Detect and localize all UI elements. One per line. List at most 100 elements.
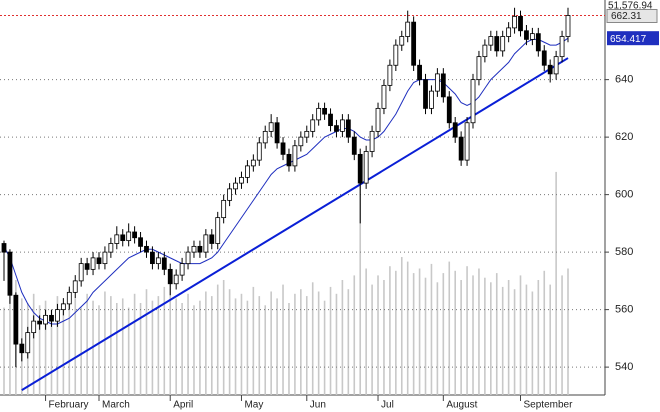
candle-body	[464, 122, 470, 161]
candle-body	[334, 125, 339, 132]
candle-body	[399, 36, 405, 46]
candle-body	[7, 251, 13, 296]
candle-body	[322, 107, 327, 115]
volume-bar	[199, 300, 201, 395]
candle-body	[541, 50, 547, 66]
volume-bar	[187, 293, 189, 395]
volume-bar	[98, 305, 100, 395]
volume-bar	[68, 289, 71, 395]
candle-body	[417, 64, 422, 81]
x-tick-label: Jun	[310, 400, 326, 411]
volume-bar	[531, 291, 534, 395]
volume-bar	[507, 280, 510, 395]
candle-body	[429, 90, 434, 109]
volume-label-box	[607, 0, 660, 11]
volume-bar	[3, 307, 5, 395]
candle-body	[387, 64, 393, 86]
volume-bar	[104, 291, 106, 395]
volume-bar	[228, 289, 231, 395]
volume-bar	[181, 303, 183, 395]
candle-body	[173, 274, 179, 285]
volume-bar	[62, 303, 65, 395]
candle-body	[191, 245, 197, 253]
candle-body	[215, 217, 221, 244]
trendline	[21, 57, 569, 391]
volume-bar	[252, 286, 255, 395]
candle-body	[256, 142, 262, 161]
candle-body	[221, 199, 227, 219]
volume-bar	[305, 296, 308, 395]
candle-body	[292, 145, 298, 167]
candle-body	[440, 73, 446, 98]
volume-bar	[50, 309, 53, 395]
candle-body	[268, 122, 274, 132]
volume-bar	[418, 268, 421, 395]
volume-bar	[377, 275, 379, 395]
volume-bar	[133, 293, 136, 395]
volume-bar	[347, 289, 350, 395]
candle-body	[476, 56, 482, 81]
candle-body	[345, 119, 351, 138]
candle-body	[167, 268, 173, 285]
volume-bar	[264, 305, 267, 395]
volume-bar	[311, 282, 314, 395]
volume-bar	[205, 291, 207, 395]
volume-bar	[442, 273, 445, 395]
volume-bar	[371, 284, 373, 395]
volume-bar	[157, 296, 160, 395]
volume-bar	[121, 298, 124, 395]
volume-bar	[300, 289, 302, 395]
candle-body	[138, 237, 143, 247]
volume-bar	[240, 293, 243, 395]
volume-bar	[406, 261, 409, 395]
volume-bar	[549, 284, 551, 395]
candle-body	[13, 294, 19, 345]
candle-body	[209, 234, 215, 244]
volume-bar	[80, 307, 82, 395]
volume-bar	[448, 261, 451, 395]
ma-value-label: 654.417	[610, 34, 647, 45]
candle-body	[66, 291, 72, 305]
volume-bar	[216, 284, 219, 395]
volume-bar	[163, 286, 166, 395]
volume-bar	[513, 289, 516, 395]
y-tick-label: 560	[615, 304, 633, 316]
volume-bar	[246, 300, 249, 395]
volume-bar	[9, 291, 11, 395]
candle-body	[393, 44, 399, 66]
volume-bar	[365, 268, 367, 395]
candle-body	[43, 314, 48, 325]
volume-bar	[210, 296, 213, 395]
volume-bar	[466, 266, 468, 395]
y-tick-label: 580	[615, 246, 633, 258]
candle-body	[144, 245, 149, 253]
candle-body	[547, 64, 553, 75]
candle-body	[494, 36, 500, 52]
candle-body	[120, 234, 126, 242]
volume-bar	[543, 270, 546, 395]
candle-body	[161, 257, 167, 270]
x-tick-label: May	[244, 400, 263, 411]
volume-bar	[151, 300, 154, 395]
volume-bar	[537, 280, 540, 395]
candle-body	[72, 280, 78, 293]
candle-body	[518, 15, 523, 32]
volume-bar	[276, 298, 278, 395]
volume-bar	[317, 291, 320, 395]
candle-body	[482, 44, 488, 58]
candle-body	[108, 243, 114, 253]
candle-body	[405, 21, 411, 37]
candle-body	[310, 119, 316, 132]
volume-bar	[86, 293, 88, 395]
volume-bar	[341, 280, 344, 395]
volume-bar	[282, 284, 284, 395]
candle-body	[155, 257, 161, 265]
candle-body	[339, 119, 345, 132]
volume-bar	[74, 298, 77, 395]
volume-bar	[193, 305, 195, 395]
volume-bar	[294, 293, 296, 395]
volume-bar	[44, 300, 47, 395]
x-tick-label: March	[102, 400, 130, 411]
volume-bar	[359, 176, 362, 395]
